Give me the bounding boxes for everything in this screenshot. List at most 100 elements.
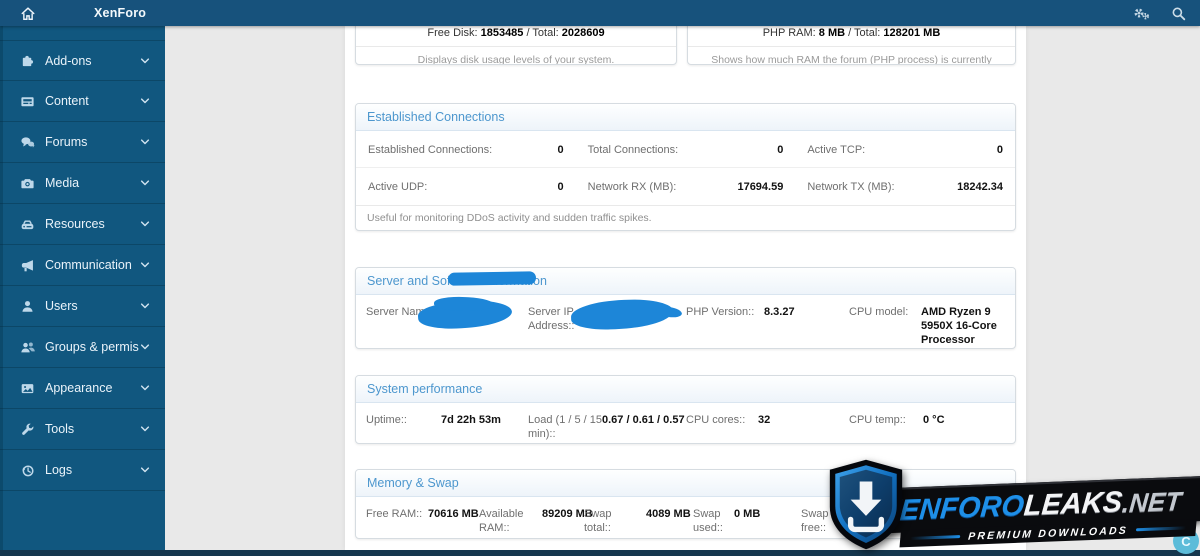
sidebar-item-media[interactable]: Media — [0, 163, 165, 204]
disk-usage-description: Displays disk usage levels of your syste… — [417, 54, 615, 65]
camera-icon — [20, 175, 36, 191]
sidebar-item-label: Users — [45, 299, 78, 313]
field-label: Free RAM:: — [366, 508, 423, 520]
sidebar-item-content[interactable]: Content — [0, 81, 165, 122]
field-label: Swap free:: — [801, 508, 829, 534]
home-icon[interactable] — [20, 6, 36, 21]
floating-action-button[interactable]: C — [1173, 528, 1199, 554]
server-info-panel: Server and Software Information Server N… — [355, 267, 1016, 349]
chevron-down-icon — [139, 464, 151, 476]
sidebar-item-label: Communication — [45, 258, 132, 272]
sidebar-item-forums[interactable]: Forums — [0, 122, 165, 163]
sidebar-item-label: Content — [45, 94, 89, 108]
sidebar-item-logs[interactable]: Logs — [0, 450, 165, 491]
field-swap-usage: Swap 0% — [906, 507, 964, 521]
field-server-ip: Server IP Address:: — [528, 305, 668, 333]
sidebar-item-communication[interactable]: Communication — [0, 245, 165, 286]
sidebar-item-label: Groups & permissions — [45, 340, 139, 354]
sidebar-item-label: Media — [45, 176, 80, 190]
field-total-connections: Total Connections: 0 — [576, 143, 796, 157]
chevron-down-icon — [139, 218, 151, 230]
field-label: Server IP Address:: — [528, 306, 575, 332]
watermark-brand-tld: .net — [1120, 485, 1183, 518]
field-value: 0 — [557, 144, 564, 156]
sidebar-item-tools[interactable]: Tools — [0, 409, 165, 450]
field-active-tcp: Active TCP: 0 — [795, 143, 1015, 157]
field-swap-total: Swap total:: 4089 MB — [584, 507, 691, 535]
performance-row: Uptime:: 7d 22h 53m Load (1 / 5 / 15 min… — [356, 403, 1015, 443]
drive-icon — [20, 216, 36, 232]
comments-icon — [20, 134, 36, 150]
sidebar-nav: Add-ons Content Forums Media Resources C… — [0, 26, 165, 550]
puzzle-icon — [20, 53, 36, 69]
history-icon — [20, 462, 36, 478]
disk-free-label: Free Disk: — [427, 27, 478, 39]
chevron-down-icon — [139, 423, 151, 435]
chevron-down-icon — [139, 300, 151, 312]
chevron-down-icon — [139, 177, 151, 189]
php-ram-line: PHP RAM: 8 MB / Total: 128201 MB — [688, 26, 1015, 47]
stats-mini-panels: Free Disk: 1853485 / Total: 2028609 Disp… — [355, 26, 1016, 65]
field-value: 7d 22h 53m — [441, 414, 501, 426]
brand-title[interactable]: XenForo — [94, 6, 147, 20]
field-value: 0.67 / 0.61 / 0.57 — [602, 414, 685, 426]
field-label: Load (1 / 5 / 15 min):: — [528, 414, 602, 440]
disk-free-value: 1853485 — [480, 27, 524, 39]
field-active-udp: Active UDP: 0 — [356, 180, 576, 194]
newspaper-icon — [20, 93, 36, 109]
field-label: Active UDP: — [368, 181, 428, 193]
panel-title: Memory & Swap — [356, 470, 1015, 497]
redaction-scribble — [447, 271, 537, 286]
connections-footer-note: Useful for monitoring DDoS activity and … — [356, 205, 1015, 230]
memory-swap-panel: Memory & Swap Free RAM:: 70616 MB Availa… — [355, 469, 1016, 539]
chevron-down-icon — [139, 341, 151, 353]
sidebar-item-label: Appearance — [45, 381, 113, 395]
field-value: 4089 MB — [646, 508, 691, 520]
field-value: 4089 MB — [858, 508, 903, 520]
users-icon — [20, 339, 36, 355]
field-value: AMD Ryzen 9 5950X 16-Core Processor — [921, 306, 997, 346]
field-label: Network RX (MB): — [587, 181, 677, 193]
field-label: Swap total:: — [584, 508, 612, 534]
field-established-connections: Established Connections: 0 — [356, 143, 576, 157]
sidebar-item-users[interactable]: Users — [0, 286, 165, 327]
sidebar-item-appearance[interactable]: Appearance — [0, 368, 165, 409]
field-cpu-temp: CPU temp:: 0 °C — [849, 413, 1009, 427]
connections-row-1: Established Connections: 0 Total Connect… — [356, 131, 1015, 167]
main-content: Free Disk: 1853485 / Total: 2028609 Disp… — [345, 26, 1026, 550]
sidebar-item-add-ons[interactable]: Add-ons — [0, 40, 165, 81]
field-value: 8.3.27 — [764, 306, 795, 318]
connections-row-2: Active UDP: 0 Network RX (MB): 17694.59 … — [356, 167, 1015, 205]
field-label: Total Connections: — [587, 144, 679, 156]
field-value: 32 — [758, 414, 771, 426]
cogs-icon[interactable] — [1132, 5, 1151, 22]
field-label: Available RAM:: — [479, 508, 524, 534]
field-free-ram: Free RAM:: 70616 MB — [366, 507, 479, 521]
field-value: 0 — [996, 144, 1004, 156]
field-network-rx: Network RX (MB): 17694.59 — [576, 180, 796, 194]
php-ram-total-label: / Total: — [848, 27, 881, 39]
field-value: 0 — [777, 144, 784, 156]
disk-usage-line: Free Disk: 1853485 / Total: 2028609 — [356, 26, 676, 47]
field-label: CPU temp:: — [849, 414, 906, 426]
field-uptime: Uptime:: 7d 22h 53m — [366, 413, 526, 427]
sidebar-item-resources[interactable]: Resources — [0, 204, 165, 245]
search-icon[interactable] — [1171, 6, 1186, 21]
field-value: 18242.34 — [957, 181, 1004, 193]
field-label: CPU model: — [849, 306, 909, 318]
field-value: 17694.59 — [737, 181, 784, 193]
sidebar-item-label: Add-ons — [45, 53, 92, 68]
php-ram-label: PHP RAM: — [762, 27, 816, 39]
field-label: Network TX (MB): — [807, 181, 895, 193]
server-info-row: Server Name:: Server IP Address:: PHP Ve… — [356, 295, 1015, 348]
sidebar-item-groups-permissions[interactable]: Groups & permissions — [0, 327, 165, 368]
php-ram-panel: PHP RAM: 8 MB / Total: 128201 MB Shows h… — [687, 26, 1016, 65]
field-value: 0% — [948, 508, 964, 520]
field-value: 89209 MB — [542, 508, 593, 520]
sidebar-item-label: Resources — [45, 217, 105, 231]
system-performance-panel: System performance Uptime:: 7d 22h 53m L… — [355, 375, 1016, 444]
field-label: Swap used:: — [693, 508, 723, 534]
panel-title: System performance — [356, 376, 1015, 403]
field-label: Established Connections: — [368, 144, 493, 156]
